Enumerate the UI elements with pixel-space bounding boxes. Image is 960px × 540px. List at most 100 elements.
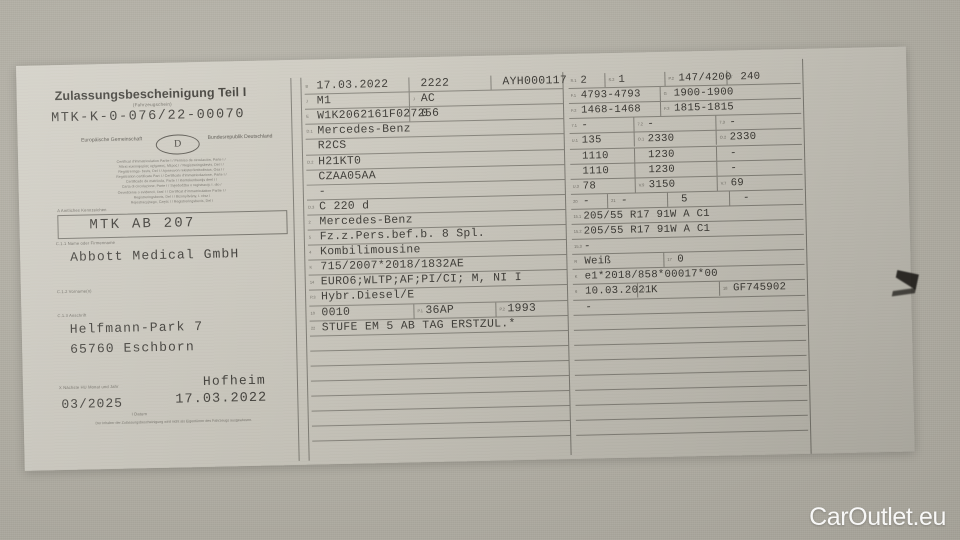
address-line-1: Helfmann-Park 7 <box>69 318 204 337</box>
license-plate-value: MTK AB 207 <box>89 215 196 234</box>
cell-divider <box>604 73 606 88</box>
field-value: - <box>742 191 750 204</box>
field-value: 1815-1815 <box>673 101 735 115</box>
field-value: Weiß <box>584 255 612 268</box>
field-code: K <box>309 264 313 270</box>
field-value: 1900-1900 <box>673 86 734 100</box>
table-row-divider <box>574 369 807 376</box>
cell-divider <box>715 146 718 161</box>
field-code: E <box>306 113 309 119</box>
field-code: O.1 <box>637 136 645 142</box>
field-code: 18 <box>722 285 728 292</box>
field-value: 1230 <box>647 148 675 161</box>
registration-document: Zulassungsbescheinigung Teil I (Fahrzeug… <box>16 46 915 471</box>
cell-divider <box>633 148 636 163</box>
cell-divider <box>666 192 669 207</box>
cell-divider <box>659 102 662 117</box>
field-value: GF745902 <box>732 281 787 295</box>
country-name-label: Bundesrepublik Deutschland <box>207 133 273 141</box>
field-code: T <box>730 74 733 80</box>
field-code: P.2 <box>499 305 505 312</box>
cell-divider <box>716 161 718 176</box>
field-code: 15.2 <box>573 228 582 234</box>
table-row-divider <box>575 415 808 422</box>
table-row-divider <box>573 309 806 316</box>
inspection-field-label: X Nächste HU Monat und Jahr <box>58 383 119 391</box>
table-row-divider <box>569 128 802 135</box>
cell-divider <box>408 77 410 92</box>
field-code: J <box>412 96 415 102</box>
eu-header: Europäische Gemeinschaft D Bundesrepubli… <box>80 132 280 158</box>
watermark: CarOutlet.eu <box>809 503 946 531</box>
table-row-divider <box>311 405 570 412</box>
field-value: 2222 <box>420 77 450 91</box>
cell-divider <box>606 193 609 209</box>
field-value: Mercedes-Benz <box>319 214 414 229</box>
table-row-divider <box>574 339 807 346</box>
country-code-oval: D <box>155 134 200 155</box>
field-code: P.2 <box>668 75 674 81</box>
left-column: Zulassungsbescheinigung Teil I (Fahrzeug… <box>48 60 297 470</box>
cell-divider <box>659 87 661 102</box>
field-code: 7.2 <box>637 121 644 127</box>
table-row-divider <box>575 384 808 391</box>
field-value: 1 <box>618 73 626 86</box>
multilingual-legal-text: Certificat d'immatriculation Partie I / … <box>54 156 289 207</box>
table-row-divider <box>574 354 807 361</box>
cell-divider <box>634 163 636 178</box>
issuing-city-value: Hofheim <box>202 372 267 389</box>
cell-divider <box>633 132 635 148</box>
field-value: 1993 <box>507 302 537 315</box>
field-value: CZAA05AA <box>318 169 377 184</box>
cell-divider <box>718 282 721 297</box>
holder-field-label: C.1.1 Name oder Firmenname <box>55 239 116 247</box>
field-code: B <box>305 83 309 89</box>
field-value: 2330 <box>647 133 675 146</box>
table-row-divider <box>575 400 808 407</box>
field-code: 7.1 <box>571 123 578 129</box>
field-value: 147/4200 <box>678 71 732 85</box>
field-value: AC <box>420 92 436 106</box>
field-value: - <box>729 116 737 129</box>
field-code: 15.1 <box>573 213 582 219</box>
field-value: AYH000117 <box>502 74 568 89</box>
cell-divider <box>716 176 718 191</box>
field-value: 3150 <box>648 178 676 191</box>
address-line-2: 65760 Eschborn <box>70 339 195 357</box>
field-code: F.1 <box>570 92 577 98</box>
field-value: - <box>620 194 628 207</box>
middle-column: B 17.03.2022 2222 AYH000117 J M1 J AC E W1K206216… <box>304 54 571 465</box>
field-code: 7.3 <box>719 119 726 125</box>
field-code: D.3 <box>308 204 315 210</box>
cell-divider <box>495 302 497 317</box>
field-code: 17 <box>667 256 672 263</box>
field-value: - <box>585 300 593 314</box>
cell-divider <box>490 75 492 90</box>
table-row-divider <box>310 344 569 352</box>
field-code: P.3 <box>310 294 316 301</box>
cell-divider <box>663 253 665 268</box>
cell-divider <box>413 303 415 318</box>
field-value: - <box>729 146 737 159</box>
field-code: J <box>305 98 308 104</box>
field-code: D.1 <box>306 128 313 134</box>
field-code: 10 <box>310 310 315 316</box>
field-value: - <box>582 195 590 208</box>
field-code: R <box>574 258 578 265</box>
field-code: U.3 <box>572 183 580 189</box>
table-row-divider <box>310 375 569 382</box>
field-value: - <box>583 240 591 253</box>
document-subtitle: (Fahrzeugschein) <box>132 101 172 108</box>
cell-divider <box>634 178 636 193</box>
field-value: - <box>730 161 738 175</box>
field-value: 240 <box>740 70 761 84</box>
date-field-label: I Datum <box>131 411 148 417</box>
address-field-label: C.1.3 Anschrift <box>57 312 87 319</box>
field-code: K <box>574 274 578 280</box>
cell-divider <box>728 191 731 206</box>
field-value: Mercedes-Benz <box>317 123 412 138</box>
table-row-divider <box>306 193 565 201</box>
field-value: H21KT0 <box>318 154 362 168</box>
table-row-divider <box>572 249 805 256</box>
